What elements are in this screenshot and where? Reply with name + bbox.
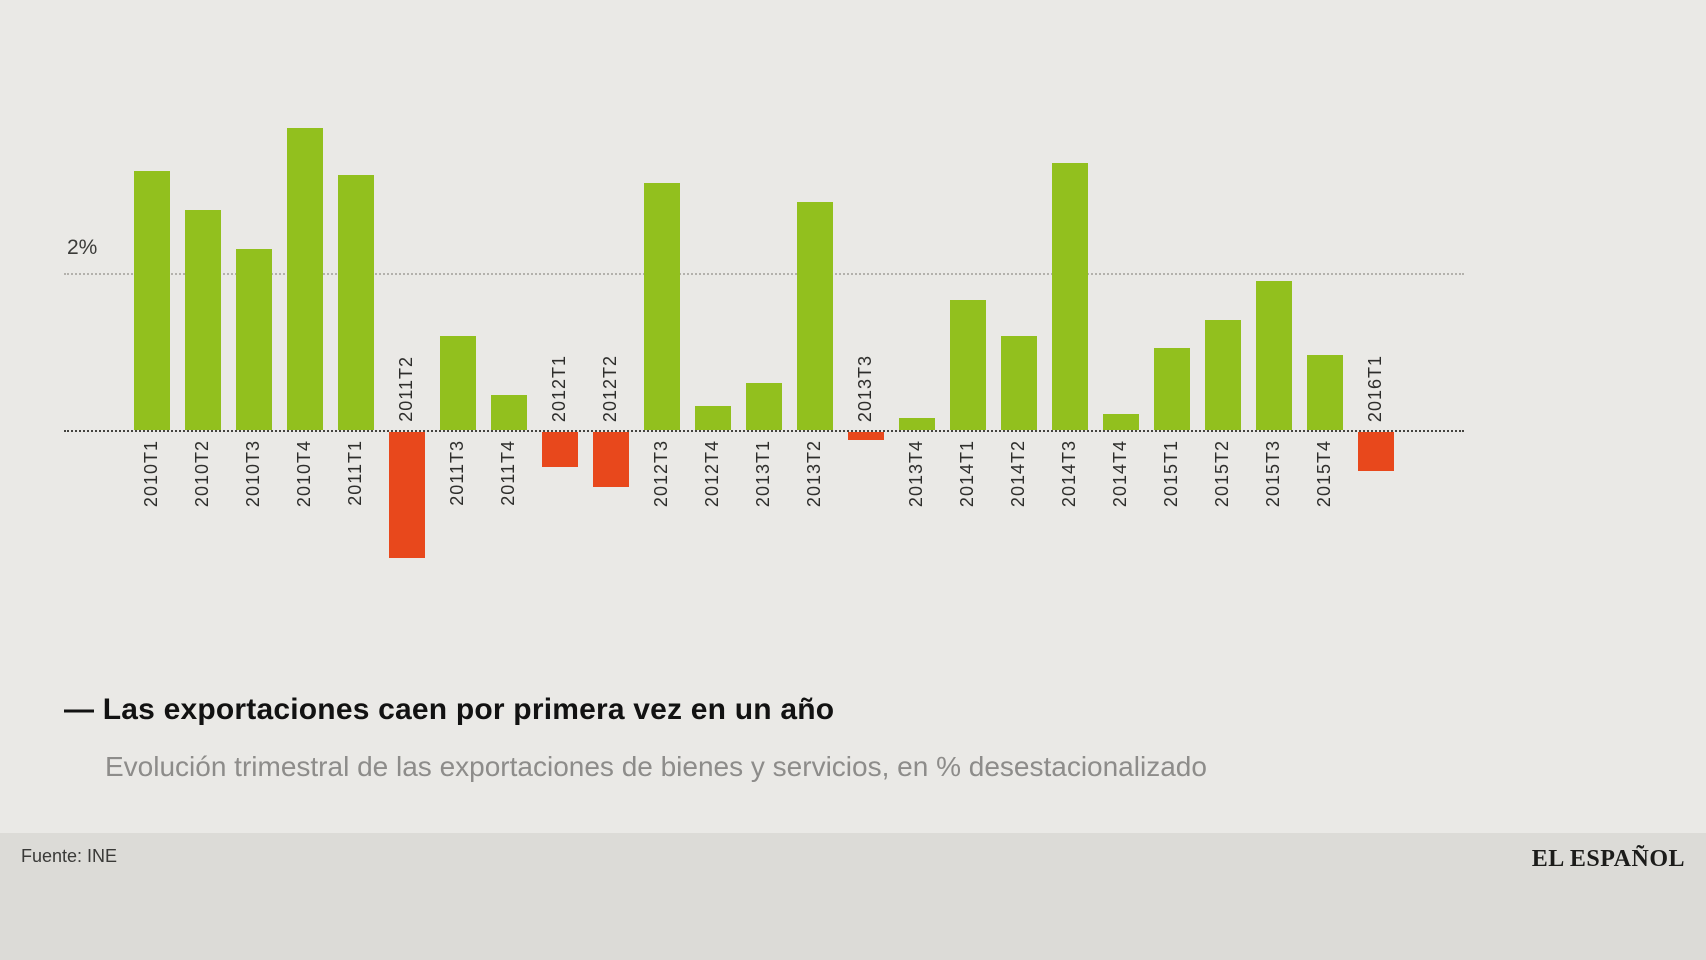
x-tick-label: 2014T3: [1059, 440, 1079, 508]
x-tick-label: 2016T1: [1365, 354, 1385, 422]
bar-2010T3: [236, 249, 272, 430]
bar-2015T2: [1205, 320, 1241, 430]
bar-2012T2: [593, 432, 629, 487]
source-credit: Fuente: INE: [21, 846, 118, 866]
x-tick-label: 2010T3: [243, 440, 263, 508]
x-tick-label: 2014T4: [1110, 440, 1130, 508]
x-tick-label: 2012T2: [600, 354, 620, 422]
x-axis-zero-line: [64, 430, 1464, 432]
x-tick-label: 2013T1: [753, 440, 773, 508]
x-tick-label: 2010T2: [192, 440, 212, 508]
x-tick-label: 2012T3: [651, 440, 671, 508]
x-tick-label: 2011T1: [345, 440, 365, 506]
bar-2012T3: [644, 182, 680, 430]
x-tick-label: 2014T2: [1008, 440, 1028, 508]
x-tick-label: 2013T2: [804, 440, 824, 508]
x-tick-label: 2010T1: [141, 440, 161, 508]
bar-2014T4: [1103, 414, 1139, 430]
bar-2014T2: [1001, 335, 1037, 430]
x-tick-label: 2011T2: [396, 356, 416, 422]
chart-subtitle: Evolución trimestral de las exportacione…: [105, 751, 1207, 782]
x-tick-label: 2014T1: [957, 440, 977, 508]
title-text: Las exportaciones caen por primera vez e…: [102, 693, 835, 726]
x-tick-label: 2013T4: [906, 440, 926, 508]
x-tick-label: 2010T4: [294, 440, 314, 508]
bar-2013T2: [797, 202, 833, 430]
x-tick-label: 2015T1: [1161, 440, 1181, 508]
bar-2015T1: [1154, 347, 1190, 430]
bar-2015T3: [1256, 280, 1292, 430]
bar-2012T1: [542, 432, 578, 468]
bar-2011T1: [338, 174, 374, 430]
y-gridline-2pct: [64, 273, 1464, 275]
bar-2014T3: [1052, 163, 1088, 430]
x-tick-label: 2012T1: [549, 354, 569, 422]
bar-2015T4: [1307, 355, 1343, 430]
plot-area: 2010T1 2010T2 2010T3 2010T4 2011T1 2011T2 2011…: [134, 127, 1394, 558]
bar-2010T1: [134, 170, 170, 430]
y-gridline-label: 2%: [67, 236, 98, 259]
bar-2014T1: [950, 300, 986, 430]
bar-2010T4: [287, 127, 323, 430]
bar-2011T2: [389, 432, 425, 558]
chart-title: — Las exportaciones caen por primera vez…: [64, 693, 1207, 727]
x-tick-label: 2015T4: [1314, 440, 1334, 508]
bar-2011T4: [491, 394, 527, 430]
caption: — Las exportaciones caen por primera vez…: [64, 693, 1207, 783]
bar-2013T1: [746, 382, 782, 430]
brand-logo: EL ESPAÑOL: [1531, 846, 1685, 872]
x-tick-label: 2012T4: [702, 440, 722, 508]
bar-2012T4: [695, 406, 731, 430]
x-tick-label: 2015T2: [1212, 440, 1232, 508]
bar-2013T4: [899, 418, 935, 430]
bar-chart: 2% 2010T1 2010T2 2010T3 2010T4 2011T1 2011T2 2…: [64, 127, 1464, 558]
bar-2010T2: [185, 210, 221, 430]
bar-2016T1: [1358, 432, 1394, 472]
x-tick-label: 2013T3: [855, 354, 875, 422]
x-tick-label: 2011T3: [447, 440, 467, 506]
title-dash: —: [64, 693, 95, 726]
footer-bar: Fuente: INE EL ESPAÑOL: [0, 833, 1706, 960]
x-tick-label: 2011T4: [498, 440, 518, 506]
bar-2013T3: [848, 432, 884, 440]
x-tick-label: 2015T3: [1263, 440, 1283, 508]
bar-2011T3: [440, 335, 476, 430]
